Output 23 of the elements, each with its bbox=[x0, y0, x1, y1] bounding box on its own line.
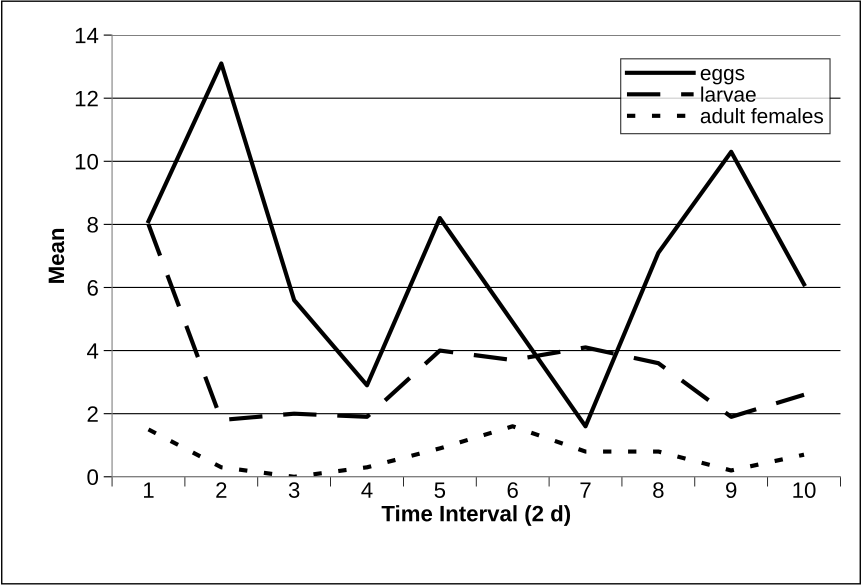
x-tick-label: 1 bbox=[144, 482, 154, 498]
x-tick-label: 7 bbox=[580, 482, 591, 498]
y-tick-label: 6 bbox=[88, 280, 98, 296]
y-tick-label: 14 bbox=[76, 28, 98, 44]
legend-label: eggs bbox=[700, 68, 744, 84]
x-tick-label: 3 bbox=[288, 482, 300, 498]
y-tick-label: 0 bbox=[87, 469, 98, 486]
x-axis-title: Time Interval (2 d) bbox=[382, 505, 570, 526]
x-tick-label: 6 bbox=[508, 482, 518, 498]
y-tick-label: 10 bbox=[76, 154, 98, 170]
legend-label: larvae bbox=[701, 86, 756, 102]
y-tick-label: 4 bbox=[87, 343, 98, 359]
y-tick-label: 8 bbox=[87, 216, 98, 233]
legend-label: adult females bbox=[700, 108, 824, 124]
x-tick-label: 4 bbox=[361, 482, 373, 498]
y-tick-label: 12 bbox=[76, 90, 98, 106]
x-tick-label: 8 bbox=[653, 482, 664, 498]
y-tick-label: 2 bbox=[88, 406, 98, 422]
y-axis-title: Mean bbox=[48, 228, 64, 283]
x-tick-label: 2 bbox=[216, 482, 226, 498]
x-tick-label: 5 bbox=[434, 482, 446, 498]
x-tick-label: 10 bbox=[793, 482, 816, 498]
x-tick-label: 9 bbox=[726, 482, 736, 498]
